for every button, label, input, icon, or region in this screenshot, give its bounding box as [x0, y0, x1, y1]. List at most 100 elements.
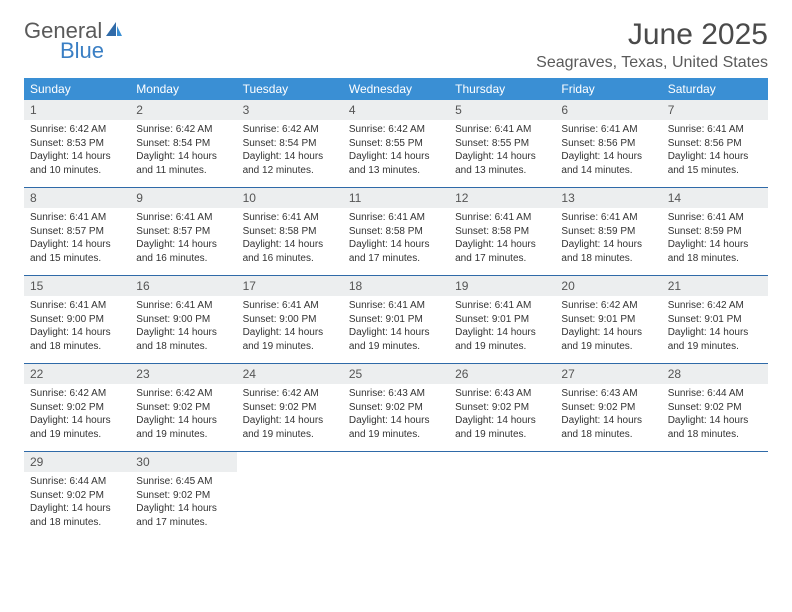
day-day2-text: and 17 minutes. — [136, 516, 230, 530]
day-content-cell: Sunrise: 6:42 AMSunset: 9:01 PMDaylight:… — [555, 296, 661, 364]
day-number-cell: 22 — [24, 364, 130, 384]
day-number-cell: 7 — [662, 100, 768, 120]
day-number-cell: 24 — [237, 364, 343, 384]
day-sunrise-text: Sunrise: 6:42 AM — [30, 387, 124, 401]
day-day2-text: and 18 minutes. — [136, 340, 230, 354]
day-content-cell — [449, 472, 555, 539]
day-content-cell: Sunrise: 6:41 AMSunset: 8:59 PMDaylight:… — [662, 208, 768, 276]
day-sunrise-text: Sunrise: 6:41 AM — [668, 211, 762, 225]
day-content-cell: Sunrise: 6:41 AMSunset: 8:56 PMDaylight:… — [555, 120, 661, 188]
day-sunrise-text: Sunrise: 6:41 AM — [561, 123, 655, 137]
day-sunset-text: Sunset: 9:00 PM — [243, 313, 337, 327]
day-number-cell: 25 — [343, 364, 449, 384]
day-sunrise-text: Sunrise: 6:44 AM — [30, 475, 124, 489]
day-sunrise-text: Sunrise: 6:42 AM — [136, 387, 230, 401]
day-day1-text: Daylight: 14 hours — [30, 502, 124, 516]
day-sunset-text: Sunset: 9:00 PM — [30, 313, 124, 327]
day-sunrise-text: Sunrise: 6:41 AM — [455, 299, 549, 313]
day-content-row: Sunrise: 6:42 AMSunset: 9:02 PMDaylight:… — [24, 384, 768, 452]
day-sunrise-text: Sunrise: 6:42 AM — [349, 123, 443, 137]
day-number-cell: 18 — [343, 276, 449, 296]
day-sunrise-text: Sunrise: 6:44 AM — [668, 387, 762, 401]
day-sunset-text: Sunset: 8:58 PM — [349, 225, 443, 239]
day-sunset-text: Sunset: 8:56 PM — [668, 137, 762, 151]
day-number-cell: 14 — [662, 188, 768, 208]
day-sunset-text: Sunset: 9:01 PM — [349, 313, 443, 327]
day-content-cell: Sunrise: 6:41 AMSunset: 9:01 PMDaylight:… — [343, 296, 449, 364]
day-sunset-text: Sunset: 9:02 PM — [30, 489, 124, 503]
day-number-cell: 27 — [555, 364, 661, 384]
day-sunrise-text: Sunrise: 6:42 AM — [668, 299, 762, 313]
day-sunrise-text: Sunrise: 6:41 AM — [243, 299, 337, 313]
day-day2-text: and 19 minutes. — [30, 428, 124, 442]
day-sunset-text: Sunset: 9:02 PM — [561, 401, 655, 415]
day-sunset-text: Sunset: 8:57 PM — [136, 225, 230, 239]
day-day2-text: and 18 minutes. — [561, 428, 655, 442]
day-sunset-text: Sunset: 8:59 PM — [668, 225, 762, 239]
day-number-cell — [662, 452, 768, 472]
day-content-cell: Sunrise: 6:41 AMSunset: 8:56 PMDaylight:… — [662, 120, 768, 188]
day-sunset-text: Sunset: 9:01 PM — [455, 313, 549, 327]
day-day2-text: and 19 minutes. — [349, 428, 443, 442]
day-number-cell: 1 — [24, 100, 130, 120]
header: General Blue June 2025 Seagraves, Texas,… — [24, 18, 768, 72]
day-day2-text: and 18 minutes. — [561, 252, 655, 266]
day-day1-text: Daylight: 14 hours — [30, 414, 124, 428]
day-sunrise-text: Sunrise: 6:41 AM — [30, 211, 124, 225]
day-number-cell: 17 — [237, 276, 343, 296]
day-sunset-text: Sunset: 8:59 PM — [561, 225, 655, 239]
day-number-cell: 8 — [24, 188, 130, 208]
day-day1-text: Daylight: 14 hours — [136, 238, 230, 252]
day-content-cell — [237, 472, 343, 539]
day-number-cell: 23 — [130, 364, 236, 384]
day-sunrise-text: Sunrise: 6:42 AM — [30, 123, 124, 137]
day-sunrise-text: Sunrise: 6:41 AM — [349, 211, 443, 225]
day-sunset-text: Sunset: 9:02 PM — [136, 489, 230, 503]
day-sunrise-text: Sunrise: 6:43 AM — [349, 387, 443, 401]
day-sunrise-text: Sunrise: 6:42 AM — [136, 123, 230, 137]
day-day2-text: and 16 minutes. — [243, 252, 337, 266]
day-sunrise-text: Sunrise: 6:42 AM — [243, 387, 337, 401]
day-day1-text: Daylight: 14 hours — [349, 150, 443, 164]
day-day1-text: Daylight: 14 hours — [668, 238, 762, 252]
day-content-row: Sunrise: 6:41 AMSunset: 8:57 PMDaylight:… — [24, 208, 768, 276]
day-content-cell: Sunrise: 6:41 AMSunset: 8:55 PMDaylight:… — [449, 120, 555, 188]
day-sunset-text: Sunset: 8:58 PM — [455, 225, 549, 239]
day-number-cell: 6 — [555, 100, 661, 120]
day-number-cell: 30 — [130, 452, 236, 472]
day-day2-text: and 15 minutes. — [668, 164, 762, 178]
day-day1-text: Daylight: 14 hours — [561, 326, 655, 340]
day-sunset-text: Sunset: 8:58 PM — [243, 225, 337, 239]
day-content-row: Sunrise: 6:44 AMSunset: 9:02 PMDaylight:… — [24, 472, 768, 539]
day-day1-text: Daylight: 14 hours — [243, 326, 337, 340]
day-content-cell: Sunrise: 6:41 AMSunset: 8:57 PMDaylight:… — [24, 208, 130, 276]
day-day1-text: Daylight: 14 hours — [668, 326, 762, 340]
day-number-cell: 26 — [449, 364, 555, 384]
day-number-cell: 12 — [449, 188, 555, 208]
day-content-cell: Sunrise: 6:42 AMSunset: 9:02 PMDaylight:… — [24, 384, 130, 452]
day-sunset-text: Sunset: 8:54 PM — [243, 137, 337, 151]
day-number-cell — [555, 452, 661, 472]
day-content-cell: Sunrise: 6:41 AMSunset: 9:01 PMDaylight:… — [449, 296, 555, 364]
day-content-cell: Sunrise: 6:44 AMSunset: 9:02 PMDaylight:… — [662, 384, 768, 452]
logo: General Blue — [24, 18, 134, 62]
day-content-cell: Sunrise: 6:42 AMSunset: 8:54 PMDaylight:… — [130, 120, 236, 188]
day-number-row: 891011121314 — [24, 188, 768, 208]
day-header-cell: Wednesday — [343, 78, 449, 100]
day-day1-text: Daylight: 14 hours — [30, 238, 124, 252]
day-day1-text: Daylight: 14 hours — [30, 150, 124, 164]
day-content-cell — [662, 472, 768, 539]
day-sunrise-text: Sunrise: 6:42 AM — [561, 299, 655, 313]
day-day1-text: Daylight: 14 hours — [349, 414, 443, 428]
day-sunset-text: Sunset: 9:02 PM — [30, 401, 124, 415]
day-header-row: SundayMondayTuesdayWednesdayThursdayFrid… — [24, 78, 768, 100]
day-number-cell: 2 — [130, 100, 236, 120]
day-header-cell: Sunday — [24, 78, 130, 100]
day-header-cell: Tuesday — [237, 78, 343, 100]
day-number-cell: 4 — [343, 100, 449, 120]
day-sunset-text: Sunset: 8:54 PM — [136, 137, 230, 151]
day-header-cell: Thursday — [449, 78, 555, 100]
day-sunset-text: Sunset: 9:02 PM — [349, 401, 443, 415]
day-sunrise-text: Sunrise: 6:43 AM — [455, 387, 549, 401]
day-number-cell: 16 — [130, 276, 236, 296]
